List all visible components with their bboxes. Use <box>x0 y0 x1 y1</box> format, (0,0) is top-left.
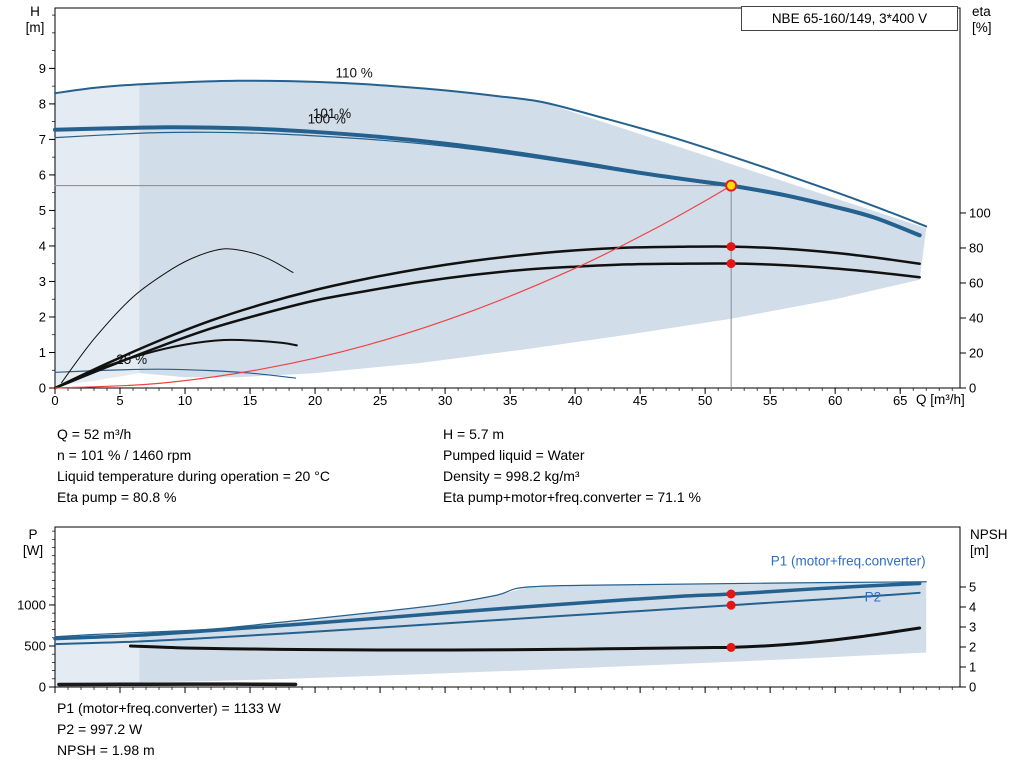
y-left-tick-label: 0 <box>39 381 46 396</box>
curve-label: 25 % <box>116 352 147 367</box>
info-line: P2 = 997.2 W <box>57 721 143 737</box>
curve-label: 110 % <box>335 65 372 80</box>
y-left-tick-label: 1 <box>39 345 46 360</box>
x-tick-label: 30 <box>438 393 452 408</box>
x-tick-label: 50 <box>698 393 712 408</box>
info-line: NPSH = 1.98 m <box>57 742 155 758</box>
x-tick-label: 40 <box>568 393 582 408</box>
axis-title: Q [m³/h] <box>916 392 965 407</box>
y-right-tick-label: 0 <box>969 381 976 396</box>
h-101pct-curve <box>53 125 922 238</box>
info-line: n = 101 % / 1460 rpm <box>57 447 192 463</box>
p1-curve <box>53 581 922 641</box>
y-left-tick-label: 6 <box>39 167 46 182</box>
h-25pct-curve <box>54 368 297 379</box>
pump-model-box: NBE 65-160/149, 3*400 V <box>741 6 958 31</box>
curve-label: P1 (motor+freq.converter) <box>771 554 926 569</box>
x-tick-label: 10 <box>178 393 192 408</box>
y-left-tick-label: 5 <box>39 203 46 218</box>
hq-eta-chart-border <box>54 7 961 389</box>
y-left-tick-label: 4 <box>39 238 46 253</box>
y-left-tick-label: 1000 <box>17 597 46 612</box>
hq-eta-chart: 0 5 10 15 20 25 30 35 40 45 50 55 60 6501234567890204… <box>26 4 992 408</box>
axis-title: H <box>30 4 40 19</box>
x-tick-label: 15 <box>243 393 257 408</box>
x-tick-label: 20 <box>308 393 322 408</box>
power-npsh-chart: 0 500 1000 0 1 2 3 4 5 P1 (motor+freq.converter) P… <box>17 526 1008 695</box>
x-tick-label: 45 <box>633 393 647 408</box>
p1-point <box>726 589 736 599</box>
p2-point <box>726 600 736 610</box>
y-right-tick-label: 4 <box>969 600 976 615</box>
info-line: H = 5.7 m <box>443 426 505 442</box>
y-right-tick-label: 40 <box>969 310 983 325</box>
duty-info-column-2: H = 5.7 m Pumped liquid = Water Density = … <box>443 424 701 508</box>
x-tick-label: 60 <box>828 393 842 408</box>
info-line: Density = 998.2 kg/m³ <box>443 468 580 484</box>
npsh-curve <box>128 626 922 652</box>
info-line: Eta pump = 80.8 % <box>57 489 177 505</box>
envelope-light <box>55 84 140 386</box>
y-left-tick-label: 8 <box>39 96 46 111</box>
eta-pump-motor-freq-curve <box>53 262 921 390</box>
y-left-tick-label: 0 <box>39 680 46 695</box>
eta-pump-curve <box>53 245 921 390</box>
p2-curve <box>54 591 921 646</box>
y-right-tick-label: 3 <box>969 620 976 635</box>
info-line: P1 (motor+freq.converter) = 1133 W <box>57 700 281 716</box>
h-110pct-curve <box>54 79 928 228</box>
envelope-main <box>139 80 927 378</box>
x-tick-label: 0 <box>51 393 58 408</box>
axis-title: [%] <box>972 20 992 35</box>
x-tick-label: 25 <box>373 393 387 408</box>
y-right-tick-label: 1 <box>969 660 976 675</box>
y-right-tick-label: 60 <box>969 275 983 290</box>
power-info-block: P1 (motor+freq.converter) = 1133 W P2 = 9… <box>57 698 281 761</box>
x-tick-label: 65 <box>893 393 907 408</box>
duty-point[interactable] <box>725 179 738 192</box>
eta-part-load-curve <box>61 248 294 384</box>
y-left-tick-label: 9 <box>39 61 46 76</box>
info-line: Q = 52 m³/h <box>57 426 132 442</box>
y-right-tick-label: 80 <box>969 240 983 255</box>
y-left-tick-label: 2 <box>39 309 46 324</box>
axis-title: [m] <box>970 543 989 558</box>
curve-label: P2 <box>865 590 882 605</box>
curve-label: 100 % <box>308 111 346 126</box>
axis-title: [W] <box>23 543 43 558</box>
info-line: Pumped liquid = Water <box>443 447 585 463</box>
y-right-tick-label: 0 <box>969 680 976 695</box>
axis-title: eta <box>972 4 991 19</box>
y-right-tick-label: 100 <box>969 205 991 220</box>
axis-title: NPSH <box>970 527 1008 542</box>
axis-title: [m] <box>26 20 45 35</box>
y-right-tick-label: 5 <box>969 580 976 595</box>
x-tick-label: 55 <box>763 393 777 408</box>
y-left-tick-label: 7 <box>39 132 46 147</box>
system-curve-curve <box>54 184 732 389</box>
x-tick-label: 35 <box>503 393 517 408</box>
curve-label: 101 % <box>313 106 351 121</box>
npsh-point <box>726 642 736 652</box>
x-tick-label: 5 <box>116 393 123 408</box>
y-right-tick-label: 20 <box>969 345 983 360</box>
y-right-tick-label: 2 <box>969 640 976 655</box>
axis-title: P <box>28 527 37 542</box>
power-envelope-light <box>55 632 140 686</box>
duty-info-column-1: Q = 52 m³/h n = 101 % / 1460 rpm Liquid te… <box>57 424 330 508</box>
info-line: Eta pump+motor+freq.converter = 71.1 % <box>443 489 701 505</box>
eta-pump-point <box>726 242 736 252</box>
power-envelope-main <box>139 581 927 683</box>
eta-total-point <box>726 259 736 269</box>
p1-110pct-curve <box>54 581 927 638</box>
y-left-tick-label: 500 <box>24 638 46 653</box>
pump-model-label: NBE 65-160/149, 3*400 V <box>771 11 928 26</box>
y-left-tick-label: 3 <box>39 274 46 289</box>
info-line: Liquid temperature during operation = 20… <box>57 468 330 484</box>
